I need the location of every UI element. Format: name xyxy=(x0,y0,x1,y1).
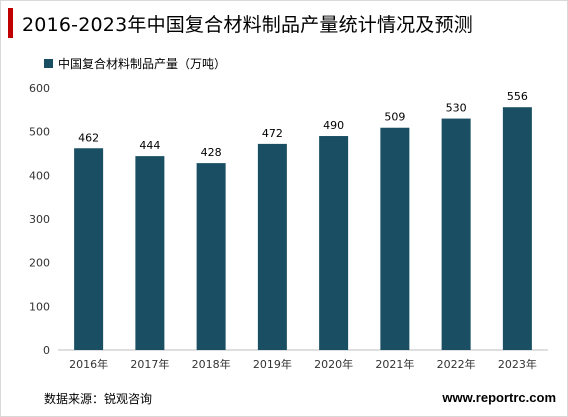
bar xyxy=(319,136,349,350)
data-label: 428 xyxy=(201,146,222,159)
chart-title: 2016-2023年中国复合材料制品产量统计情况及预测 xyxy=(22,14,473,36)
y-tick-label: 200 xyxy=(29,257,50,270)
bar xyxy=(196,163,226,350)
data-label: 490 xyxy=(323,119,344,132)
bar xyxy=(502,107,532,350)
x-tick-label: 2020年 xyxy=(314,357,353,371)
y-tick-label: 500 xyxy=(29,126,50,139)
x-tick-label: 2018年 xyxy=(192,357,231,371)
x-tick-label: 2022年 xyxy=(437,357,476,371)
x-tick-label: 2021年 xyxy=(375,357,414,371)
data-label: 556 xyxy=(507,90,528,103)
title-accent-bar xyxy=(8,8,13,38)
data-label: 462 xyxy=(78,131,99,144)
data-label: 472 xyxy=(262,127,283,140)
x-tick-label: 2016年 xyxy=(69,357,108,371)
bar xyxy=(74,148,104,350)
website-link[interactable]: www.reportrc.com xyxy=(442,390,556,405)
y-tick-label: 600 xyxy=(29,82,50,95)
source-note: 数据来源：锐观咨询 xyxy=(44,392,153,406)
legend: 中国复合材料制品产量（万吨） xyxy=(44,55,226,72)
data-label: 509 xyxy=(384,111,405,124)
x-tick-label: 2019年 xyxy=(253,357,292,371)
data-label: 530 xyxy=(446,102,467,115)
y-tick-label: 300 xyxy=(29,213,50,226)
y-tick-label: 400 xyxy=(29,169,50,182)
y-tick-label: 0 xyxy=(43,344,50,357)
bar xyxy=(135,156,165,350)
y-tick-label: 100 xyxy=(29,300,50,313)
bar xyxy=(441,118,471,350)
data-label: 444 xyxy=(139,139,160,152)
x-tick-label: 2023年 xyxy=(498,357,537,371)
bar xyxy=(257,143,287,350)
legend-label: 中国复合材料制品产量（万吨） xyxy=(58,57,227,71)
bar xyxy=(380,127,410,350)
x-tick-label: 2017年 xyxy=(130,357,169,371)
legend-swatch xyxy=(44,59,53,68)
